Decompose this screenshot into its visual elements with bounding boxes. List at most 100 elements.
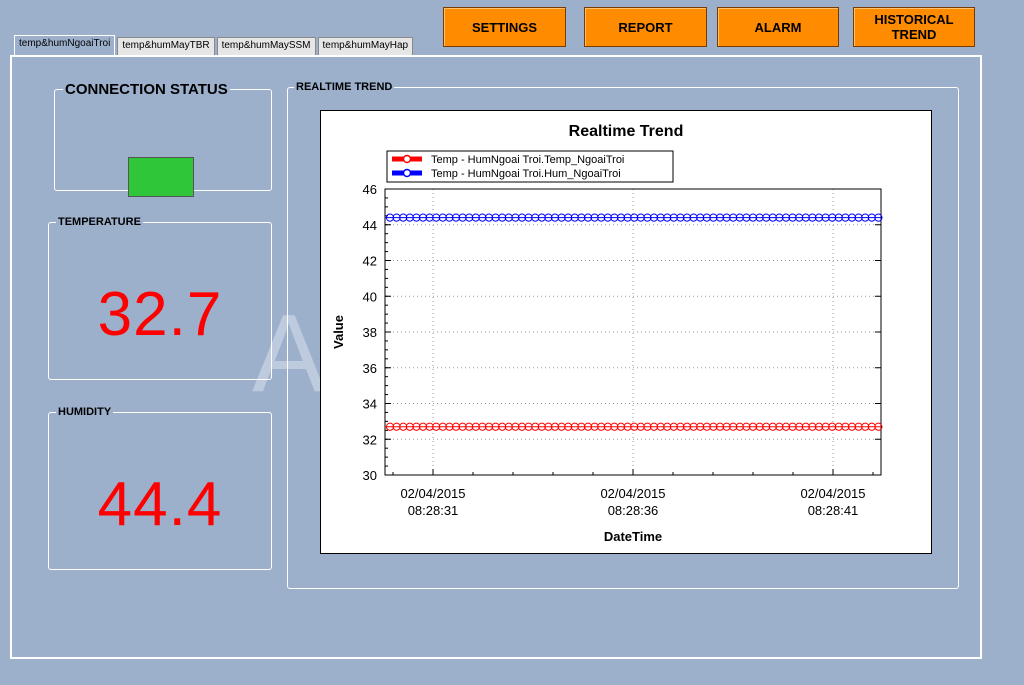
series-point-1 — [841, 213, 850, 222]
series-point-0 — [610, 422, 619, 431]
series-point-1 — [498, 213, 507, 222]
series-point-1 — [867, 213, 876, 222]
series-point-0 — [399, 422, 408, 431]
tab-bar: temp&humNgoaiTroi temp&humMayTBR temp&hu… — [14, 35, 415, 55]
series-point-0 — [537, 422, 546, 431]
series-point-1 — [458, 213, 467, 222]
series-point-1 — [610, 213, 619, 222]
series-point-1 — [735, 213, 744, 222]
series-point-0 — [649, 422, 659, 431]
series-point-0 — [524, 422, 533, 431]
series-point-1 — [504, 213, 513, 222]
series-point-1 — [630, 213, 639, 222]
series-point-0 — [867, 422, 876, 431]
connection-status-title: CONNECTION STATUS — [63, 81, 230, 98]
series-point-1 — [418, 213, 428, 222]
humidity-title: HUMIDITY — [56, 406, 114, 418]
series-point-1 — [702, 213, 711, 222]
series-point-0 — [696, 422, 705, 431]
legend-marker-0 — [402, 154, 412, 164]
y-tick-label: 32 — [363, 432, 377, 447]
y-tick-label: 46 — [363, 182, 377, 197]
historical-trend-button[interactable]: HISTORICAL TREND — [853, 7, 975, 47]
series-point-1 — [861, 213, 870, 222]
x-tick-label-date: 02/04/2015 — [600, 486, 665, 501]
series-point-1 — [590, 213, 599, 222]
y-axis-label: Value — [331, 315, 346, 349]
series-point-1 — [748, 213, 758, 222]
series-point-1 — [834, 213, 843, 222]
temperature-group: TEMPERATURE 32.7 — [48, 216, 272, 380]
series-point-0 — [491, 422, 500, 431]
report-button[interactable]: REPORT — [584, 7, 707, 47]
series-point-1 — [814, 213, 824, 222]
series-point-0 — [478, 422, 487, 431]
series-point-1 — [537, 213, 546, 222]
tab-temp-hum-may-tbr[interactable]: temp&humMayTBR — [117, 37, 215, 55]
series-point-0 — [557, 422, 566, 431]
series-point-0 — [471, 422, 480, 431]
series-point-0 — [715, 422, 725, 431]
series-point-0 — [854, 422, 863, 431]
legend-marker-1 — [402, 168, 412, 178]
series-point-0 — [583, 422, 593, 431]
series-point-1 — [471, 213, 480, 222]
series-point-1 — [385, 213, 395, 222]
series-point-1 — [570, 213, 579, 222]
series-point-0 — [788, 422, 797, 431]
series-point-0 — [735, 422, 744, 431]
series-point-1 — [432, 213, 441, 222]
series-point-0 — [564, 422, 573, 431]
x-tick-label-date: 02/04/2015 — [800, 486, 865, 501]
series-point-0 — [775, 422, 784, 431]
series-point-1 — [544, 213, 553, 222]
series-point-1 — [511, 213, 520, 222]
series-point-0 — [484, 422, 494, 431]
series-point-1 — [847, 213, 857, 222]
series-point-0 — [689, 422, 698, 431]
series-point-1 — [623, 213, 632, 222]
series-point-1 — [696, 213, 705, 222]
series-point-1 — [583, 213, 593, 222]
x-tick-label-time: 08:28:41 — [808, 503, 859, 518]
series-point-0 — [709, 422, 718, 431]
series-point-1 — [795, 213, 804, 222]
y-tick-label: 30 — [363, 468, 377, 483]
series-point-0 — [781, 422, 791, 431]
series-point-1 — [643, 213, 652, 222]
series-point-0 — [445, 422, 454, 431]
series-point-0 — [676, 422, 685, 431]
series-point-0 — [656, 422, 665, 431]
series-point-1 — [399, 213, 408, 222]
series-point-1 — [781, 213, 791, 222]
series-point-1 — [762, 213, 771, 222]
settings-button[interactable]: SETTINGS — [443, 7, 566, 47]
plot-frame — [384, 188, 882, 476]
series-point-1 — [828, 213, 837, 222]
series-point-0 — [418, 422, 428, 431]
series-point-0 — [544, 422, 553, 431]
series-point-1 — [722, 213, 731, 222]
series-point-0 — [801, 422, 810, 431]
tab-temp-hum-may-ssm[interactable]: temp&humMaySSM — [216, 37, 316, 55]
series-point-0 — [702, 422, 711, 431]
series-point-1 — [755, 213, 764, 222]
realtime-trend-group: REALTIME TREND — [287, 81, 959, 589]
series-point-0 — [498, 422, 507, 431]
series-point-1 — [715, 213, 725, 222]
series-point-0 — [861, 422, 870, 431]
alarm-button[interactable]: ALARM — [717, 7, 839, 47]
series-point-0 — [603, 422, 612, 431]
series-point-0 — [616, 422, 626, 431]
series-point-1 — [768, 213, 777, 222]
series-point-1 — [405, 213, 414, 222]
temperature-value: 32.7 — [97, 280, 223, 349]
series-point-1 — [478, 213, 487, 222]
series-point-0 — [405, 422, 414, 431]
series-point-0 — [412, 422, 421, 431]
series-point-1 — [689, 213, 698, 222]
tab-temp-hum-may-hap[interactable]: temp&humMayHap — [317, 37, 414, 55]
tab-temp-hum-ngoai-troi[interactable]: temp&humNgoaiTroi — [14, 35, 116, 55]
series-point-0 — [828, 422, 837, 431]
x-axis-label: DateTime — [604, 529, 662, 544]
